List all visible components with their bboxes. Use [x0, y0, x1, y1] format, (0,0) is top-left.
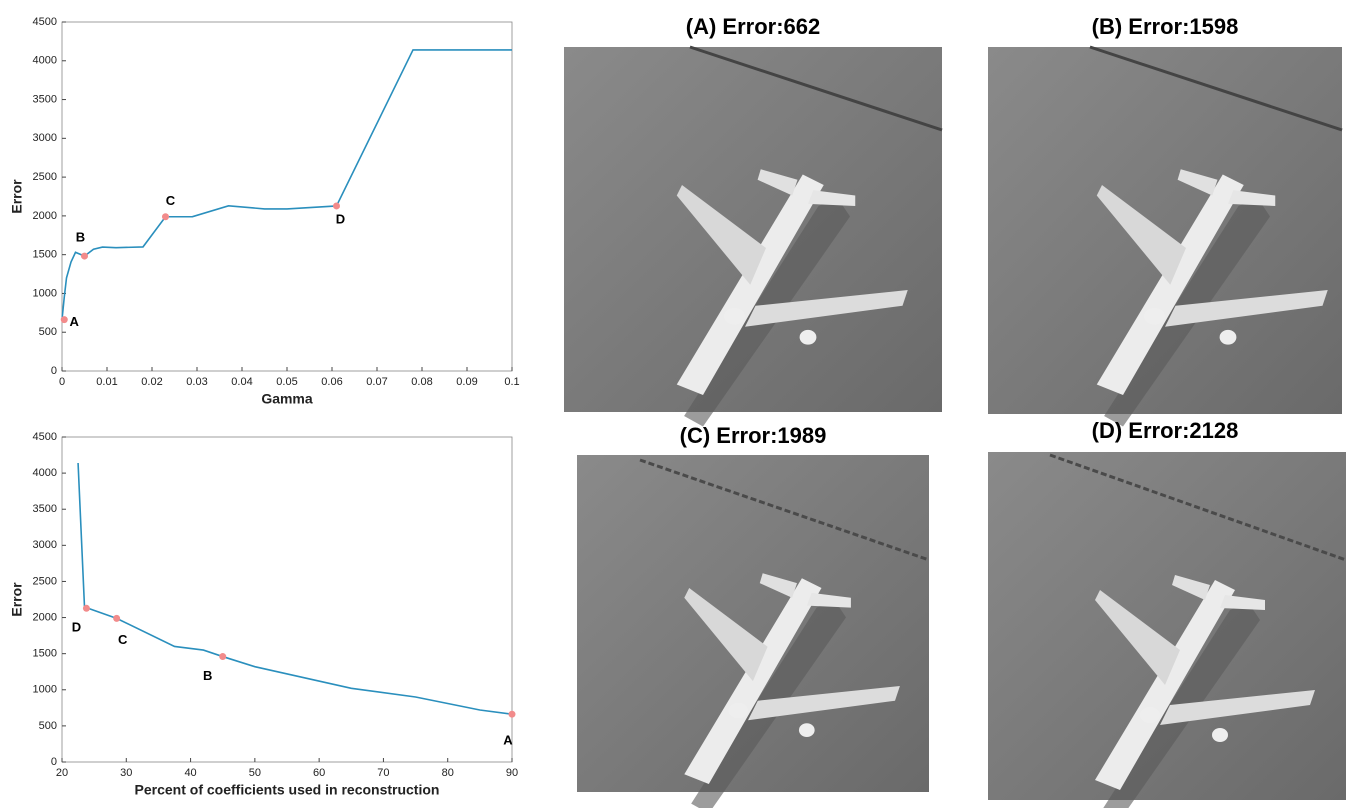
line [62, 50, 512, 320]
y-tick-label: 1500 [33, 249, 57, 261]
annotation: C [118, 632, 128, 647]
annotation: A [503, 733, 513, 748]
y-tick-label: 1000 [33, 684, 57, 696]
y-tick-label: 4000 [33, 55, 57, 67]
x-tick-label: 0.03 [186, 376, 207, 388]
plot-frame [62, 437, 512, 762]
x-tick-label: 0.1 [504, 376, 519, 388]
x-tick-label: 0.06 [321, 376, 342, 388]
image-title: (C) Error:1989 [680, 423, 827, 448]
annotation: C [166, 193, 176, 208]
marker [162, 213, 169, 220]
y-tick-label: 1500 [33, 648, 57, 660]
x-tick-label: 0.02 [141, 376, 162, 388]
x-tick-label: 50 [249, 767, 261, 779]
x-tick-label: 0.08 [411, 376, 432, 388]
y-tick-label: 4000 [33, 467, 57, 479]
image-panel: (B) Error:1598 [988, 14, 1342, 427]
image-title: (D) Error:2128 [1092, 418, 1239, 443]
x-axis-label: Gamma [261, 391, 313, 407]
marker [333, 202, 340, 209]
y-tick-label: 3000 [33, 132, 57, 144]
marker [81, 253, 88, 260]
x-tick-label: 90 [506, 767, 518, 779]
y-tick-label: 4500 [33, 16, 57, 28]
image-panel: (D) Error:2128 [988, 418, 1346, 808]
y-tick-label: 0 [51, 365, 57, 377]
marker [509, 711, 516, 718]
image-title: (B) Error:1598 [1092, 14, 1239, 39]
x-tick-label: 40 [184, 767, 196, 779]
y-tick-label: 2000 [33, 210, 57, 222]
image [564, 47, 942, 412]
y-tick-label: 3500 [33, 503, 57, 515]
annotation: D [336, 211, 345, 226]
annotation: B [203, 668, 212, 683]
x-tick-label: 80 [442, 767, 454, 779]
annotation: D [72, 620, 81, 635]
x-tick-label: 70 [377, 767, 389, 779]
figure: (A) Error:662 (B) Error:1598 (C) Error:1… [0, 0, 1357, 808]
annotation: A [70, 314, 80, 329]
x-tick-label: 60 [313, 767, 325, 779]
line [78, 463, 512, 714]
x-tick-label: 30 [120, 767, 132, 779]
y-axis-label: Error [9, 179, 25, 214]
x-axis-label: Percent of coefficients used in reconstr… [135, 782, 440, 798]
y-tick-label: 4500 [33, 431, 57, 443]
x-tick-label: 0.04 [231, 376, 252, 388]
annotation: B [76, 230, 85, 245]
x-tick-label: 0.01 [96, 376, 117, 388]
y-tick-label: 500 [39, 720, 57, 732]
y-axis-label: Error [9, 582, 25, 617]
marker [219, 653, 226, 660]
x-tick-label: 20 [56, 767, 68, 779]
marker [83, 605, 90, 612]
y-tick-label: 1000 [33, 287, 57, 299]
x-tick-label: 0.09 [456, 376, 477, 388]
y-tick-label: 2500 [33, 171, 57, 183]
x-tick-label: 0.07 [366, 376, 387, 388]
image-title: (A) Error:662 [686, 14, 820, 39]
plot-frame [62, 22, 512, 371]
image-panel: (C) Error:1989 [577, 423, 929, 808]
marker [61, 316, 68, 323]
image-panel: (A) Error:662 [564, 14, 942, 427]
x-tick-label: 0.05 [276, 376, 297, 388]
y-tick-label: 3000 [33, 539, 57, 551]
marker [113, 615, 120, 622]
y-tick-label: 2500 [33, 575, 57, 587]
x-tick-label: 0 [59, 376, 65, 388]
y-tick-label: 500 [39, 326, 57, 338]
y-tick-label: 3500 [33, 93, 57, 105]
y-tick-label: 2000 [33, 611, 57, 623]
